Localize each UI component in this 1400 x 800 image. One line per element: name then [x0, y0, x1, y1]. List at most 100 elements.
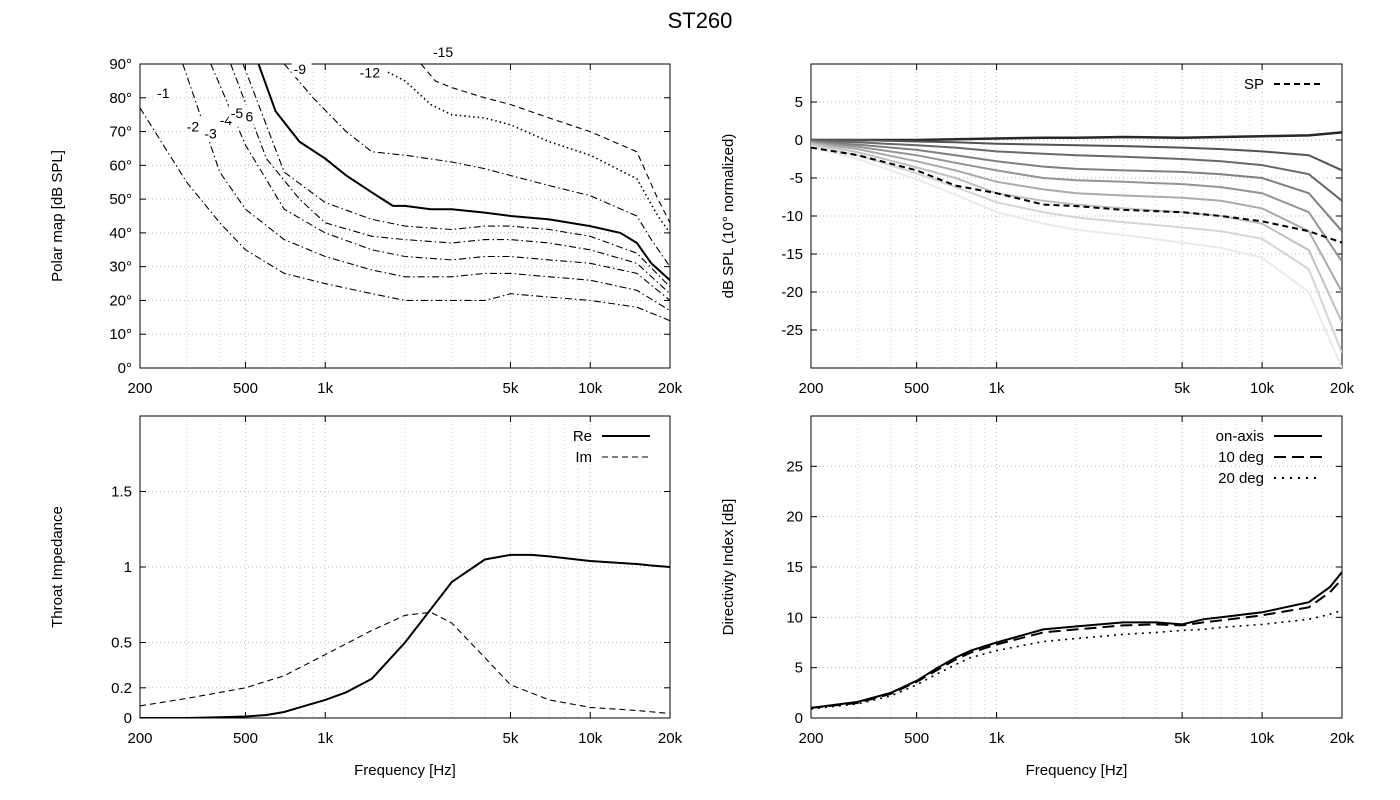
series-line--4	[230, 64, 670, 295]
series-group	[140, 553, 670, 718]
y-tick-label: 70°	[109, 124, 132, 141]
y-tick-label: -15	[781, 246, 803, 263]
contour-label-bg	[155, 84, 176, 101]
series-sp	[811, 146, 1342, 244]
angle-curve-40	[811, 140, 1342, 232]
legend-label: 10 deg	[1218, 449, 1264, 466]
angle-curve-0	[811, 131, 1342, 142]
series-line--3	[210, 64, 670, 301]
x-tick-label: 5k	[503, 380, 519, 397]
x-tick-label: 1k	[317, 380, 333, 397]
y-tick-label: 0	[795, 710, 803, 727]
x-tick-label: 500	[233, 730, 258, 747]
x-tick-label: 200	[127, 730, 152, 747]
y-tick-label: 50°	[109, 191, 132, 208]
y-tick-label: 5	[795, 660, 803, 677]
legend-label: Im	[575, 449, 592, 466]
angle-curve-50	[811, 141, 1342, 263]
contour-label: 6	[245, 108, 253, 124]
grid	[140, 64, 670, 368]
x-tick-label: 200	[798, 380, 823, 397]
y-tick-label: 80°	[109, 90, 132, 107]
y-tick-label: 40°	[109, 225, 132, 242]
y-axis-label: Polar map [dB SPL]	[49, 150, 66, 282]
angle-curve-80	[811, 144, 1342, 354]
legend-label: SP	[1244, 76, 1264, 93]
y-tick-label: 0°	[118, 360, 132, 377]
plot-frame	[139, 63, 671, 369]
series-line--6	[257, 64, 670, 281]
y-tick-label: 1	[124, 559, 132, 576]
grid	[811, 416, 1342, 718]
y-tick-label: 0	[124, 710, 132, 727]
series-line-10-deg	[811, 578, 1342, 709]
x-tick-label: 200	[798, 730, 823, 747]
series-line--1	[140, 107, 670, 322]
normalized-spl-panel: 200 500 1k 5k 10k 20k 5 0 -5 -10 -15 -20 -25 dB SPL (…	[720, 63, 1355, 397]
x-tick-label: 1k	[317, 730, 333, 747]
polar-map-panel: 200 500 1k 5k 10k 20k 0° 10° 20° 30° 40° 50° 60° 70° 8…	[49, 44, 683, 397]
x-tick-label: 20k	[1330, 730, 1355, 747]
y-tick-label: 5	[795, 94, 803, 111]
legend-label: on-axis	[1216, 428, 1264, 445]
contour-label: -12	[360, 65, 380, 81]
series-line--2	[182, 64, 670, 312]
y-tick-label: -5	[790, 170, 803, 187]
y-tick-label: 10°	[109, 326, 132, 343]
angle-curve-20	[811, 139, 1342, 172]
contour-label: -3	[204, 125, 217, 141]
x-tick-label: 5k	[1174, 380, 1190, 397]
contour-label: -2	[187, 119, 200, 135]
angle-curve-60	[811, 142, 1342, 293]
x-axis-label: Frequency [Hz]	[1026, 762, 1128, 779]
legend: SP	[1244, 76, 1322, 93]
x-tick-label: 20k	[658, 380, 683, 397]
y-tick-label: 20	[786, 509, 803, 526]
x-tick-label: 20k	[658, 730, 683, 747]
contour-label: -5	[231, 105, 244, 121]
x-tick-label: 10k	[1250, 730, 1275, 747]
angle-curve-70	[811, 142, 1342, 323]
legend: Re Im	[573, 428, 650, 466]
contour-label-bg	[184, 118, 205, 135]
y-tick-label: 20°	[109, 292, 132, 309]
x-tick-label: 5k	[503, 730, 519, 747]
legend-label: 20 deg	[1218, 470, 1264, 487]
y-tick-label: 25	[786, 458, 803, 475]
y-tick-label: 1.5	[111, 484, 132, 501]
series-group	[140, 64, 670, 322]
directivity-index-panel: 200 500 1k 5k 10k 20k 0 5 10 15 20 25 Directivity In…	[720, 415, 1355, 779]
contour-label-bg	[430, 44, 459, 61]
series-group	[811, 571, 1342, 710]
x-tick-label: 500	[904, 380, 929, 397]
y-axis-label: Throat Impedance	[49, 506, 66, 628]
y-axis-label: Directivity Index [dB]	[720, 499, 737, 636]
contour-label-bg	[291, 61, 312, 78]
grid	[811, 64, 1342, 368]
contour-label-bg	[243, 108, 256, 125]
x-tick-label: 1k	[989, 730, 1005, 747]
series-line-im	[140, 611, 670, 715]
x-tick-label: 10k	[578, 730, 603, 747]
x-tick-label: 5k	[1174, 730, 1190, 747]
y-tick-label: 0.5	[111, 635, 132, 652]
series-line-re	[140, 553, 670, 718]
series-line--9	[283, 64, 670, 268]
y-tick-label: -10	[781, 208, 803, 225]
angle-curve-90	[811, 145, 1342, 368]
x-tick-label: 500	[233, 380, 258, 397]
x-tick-label: 10k	[1250, 380, 1275, 397]
contour-label-bg	[202, 125, 223, 142]
x-tick-label: 10k	[578, 380, 603, 397]
series-line-20-deg	[811, 609, 1342, 710]
throat-impedance-panel: 200 500 1k 5k 10k 20k 0 0.2 0.5 1 1.5 Throat Impeda…	[49, 415, 683, 779]
x-axis-label: Frequency [Hz]	[354, 762, 456, 779]
x-tick-label: 500	[904, 730, 929, 747]
contour-label: -1	[157, 85, 170, 101]
y-tick-label: 15	[786, 559, 803, 576]
x-tick-label: 1k	[989, 380, 1005, 397]
series-line--15	[420, 64, 670, 224]
y-tick-label: 60°	[109, 157, 132, 174]
contour-label: -15	[433, 44, 453, 60]
y-tick-label: 0	[795, 132, 803, 149]
